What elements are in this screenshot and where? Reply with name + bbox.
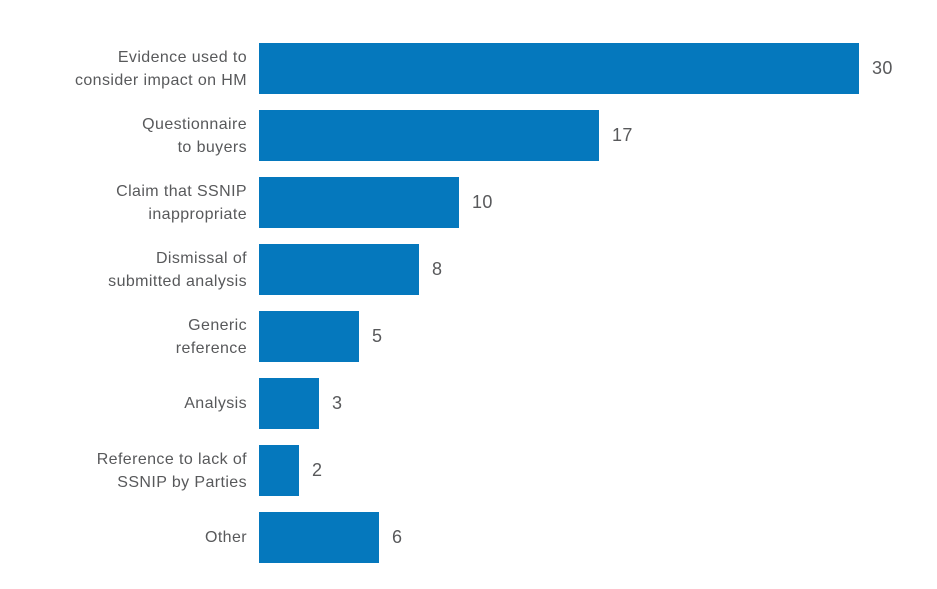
chart-row: Dismissal of submitted analysis 8 (0, 236, 937, 303)
value-label: 30 (872, 58, 893, 78)
category-label: Other (204, 529, 247, 546)
value-label: 17 (612, 125, 633, 145)
bar (259, 445, 299, 496)
chart-row: Analysis 3 (0, 370, 937, 437)
bar-track: 6 (259, 512, 937, 563)
bar (259, 311, 359, 362)
bar (259, 244, 419, 295)
chart-row: Evidence used to consider impact on HM 30 (0, 35, 937, 102)
bar-track: 3 (259, 378, 937, 429)
category-label: Reference to lack of SSNIP by Parties (96, 450, 247, 491)
bar (259, 177, 459, 228)
chart-row: Other 6 (0, 504, 937, 571)
bar (259, 43, 859, 94)
chart-row: Claim that SSNIP inappropriate 10 (0, 169, 937, 236)
bar-track: 8 (259, 244, 937, 295)
bar-track: 2 (259, 445, 937, 496)
value-label: 10 (472, 192, 493, 212)
bar-chart: Evidence used to consider impact on HM 30… (0, 35, 937, 571)
value-label: 6 (392, 527, 403, 547)
bar (259, 110, 599, 161)
category-label: Evidence used to consider impact on HM (74, 48, 247, 89)
bar-track: 17 (259, 110, 937, 161)
category-label: Analysis (184, 395, 247, 412)
category-label: Generic reference (175, 316, 247, 357)
value-label: 5 (372, 326, 383, 346)
value-label: 8 (432, 259, 443, 279)
bar-track: 10 (259, 177, 937, 228)
chart-row: Generic reference 5 (0, 303, 937, 370)
chart-row: Questionnaire to buyers 17 (0, 102, 937, 169)
category-label: Claim that SSNIP inappropriate (116, 182, 247, 223)
category-label: Questionnaire to buyers (142, 115, 247, 156)
category-label: Dismissal of submitted analysis (108, 249, 247, 290)
bar-track: 5 (259, 311, 937, 362)
bar-track: 30 (259, 43, 937, 94)
value-label: 2 (312, 460, 323, 480)
value-label: 3 (332, 393, 343, 413)
chart-row: Reference to lack of SSNIP by Parties 2 (0, 437, 937, 504)
bar (259, 512, 379, 563)
bar (259, 378, 319, 429)
